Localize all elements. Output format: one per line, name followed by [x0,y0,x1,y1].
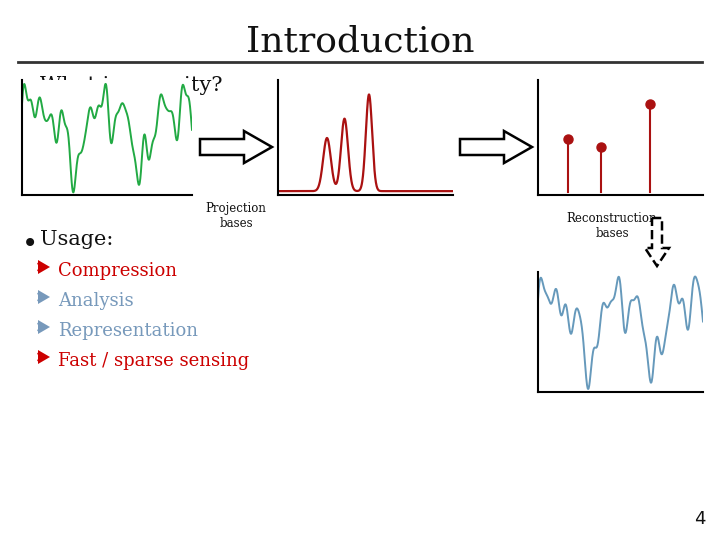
Text: Representation: Representation [58,322,198,340]
Text: What is sparsity?: What is sparsity? [40,76,222,95]
Text: •: • [22,230,38,258]
Text: Introduction: Introduction [246,24,474,58]
Polygon shape [645,218,669,266]
Polygon shape [38,290,50,304]
Polygon shape [200,131,272,163]
Text: Compression: Compression [58,262,177,280]
Polygon shape [38,260,50,274]
Text: Fast / sparse sensing: Fast / sparse sensing [58,352,249,370]
Polygon shape [38,350,50,364]
Polygon shape [38,320,50,334]
Text: Usage:: Usage: [40,230,113,249]
Text: Reconstruction
bases: Reconstruction bases [567,212,657,240]
Text: Projection
bases: Projection bases [206,202,266,230]
Text: Analysis: Analysis [58,292,134,310]
Text: 4: 4 [695,510,706,528]
Text: •: • [22,76,38,104]
Polygon shape [460,131,532,163]
